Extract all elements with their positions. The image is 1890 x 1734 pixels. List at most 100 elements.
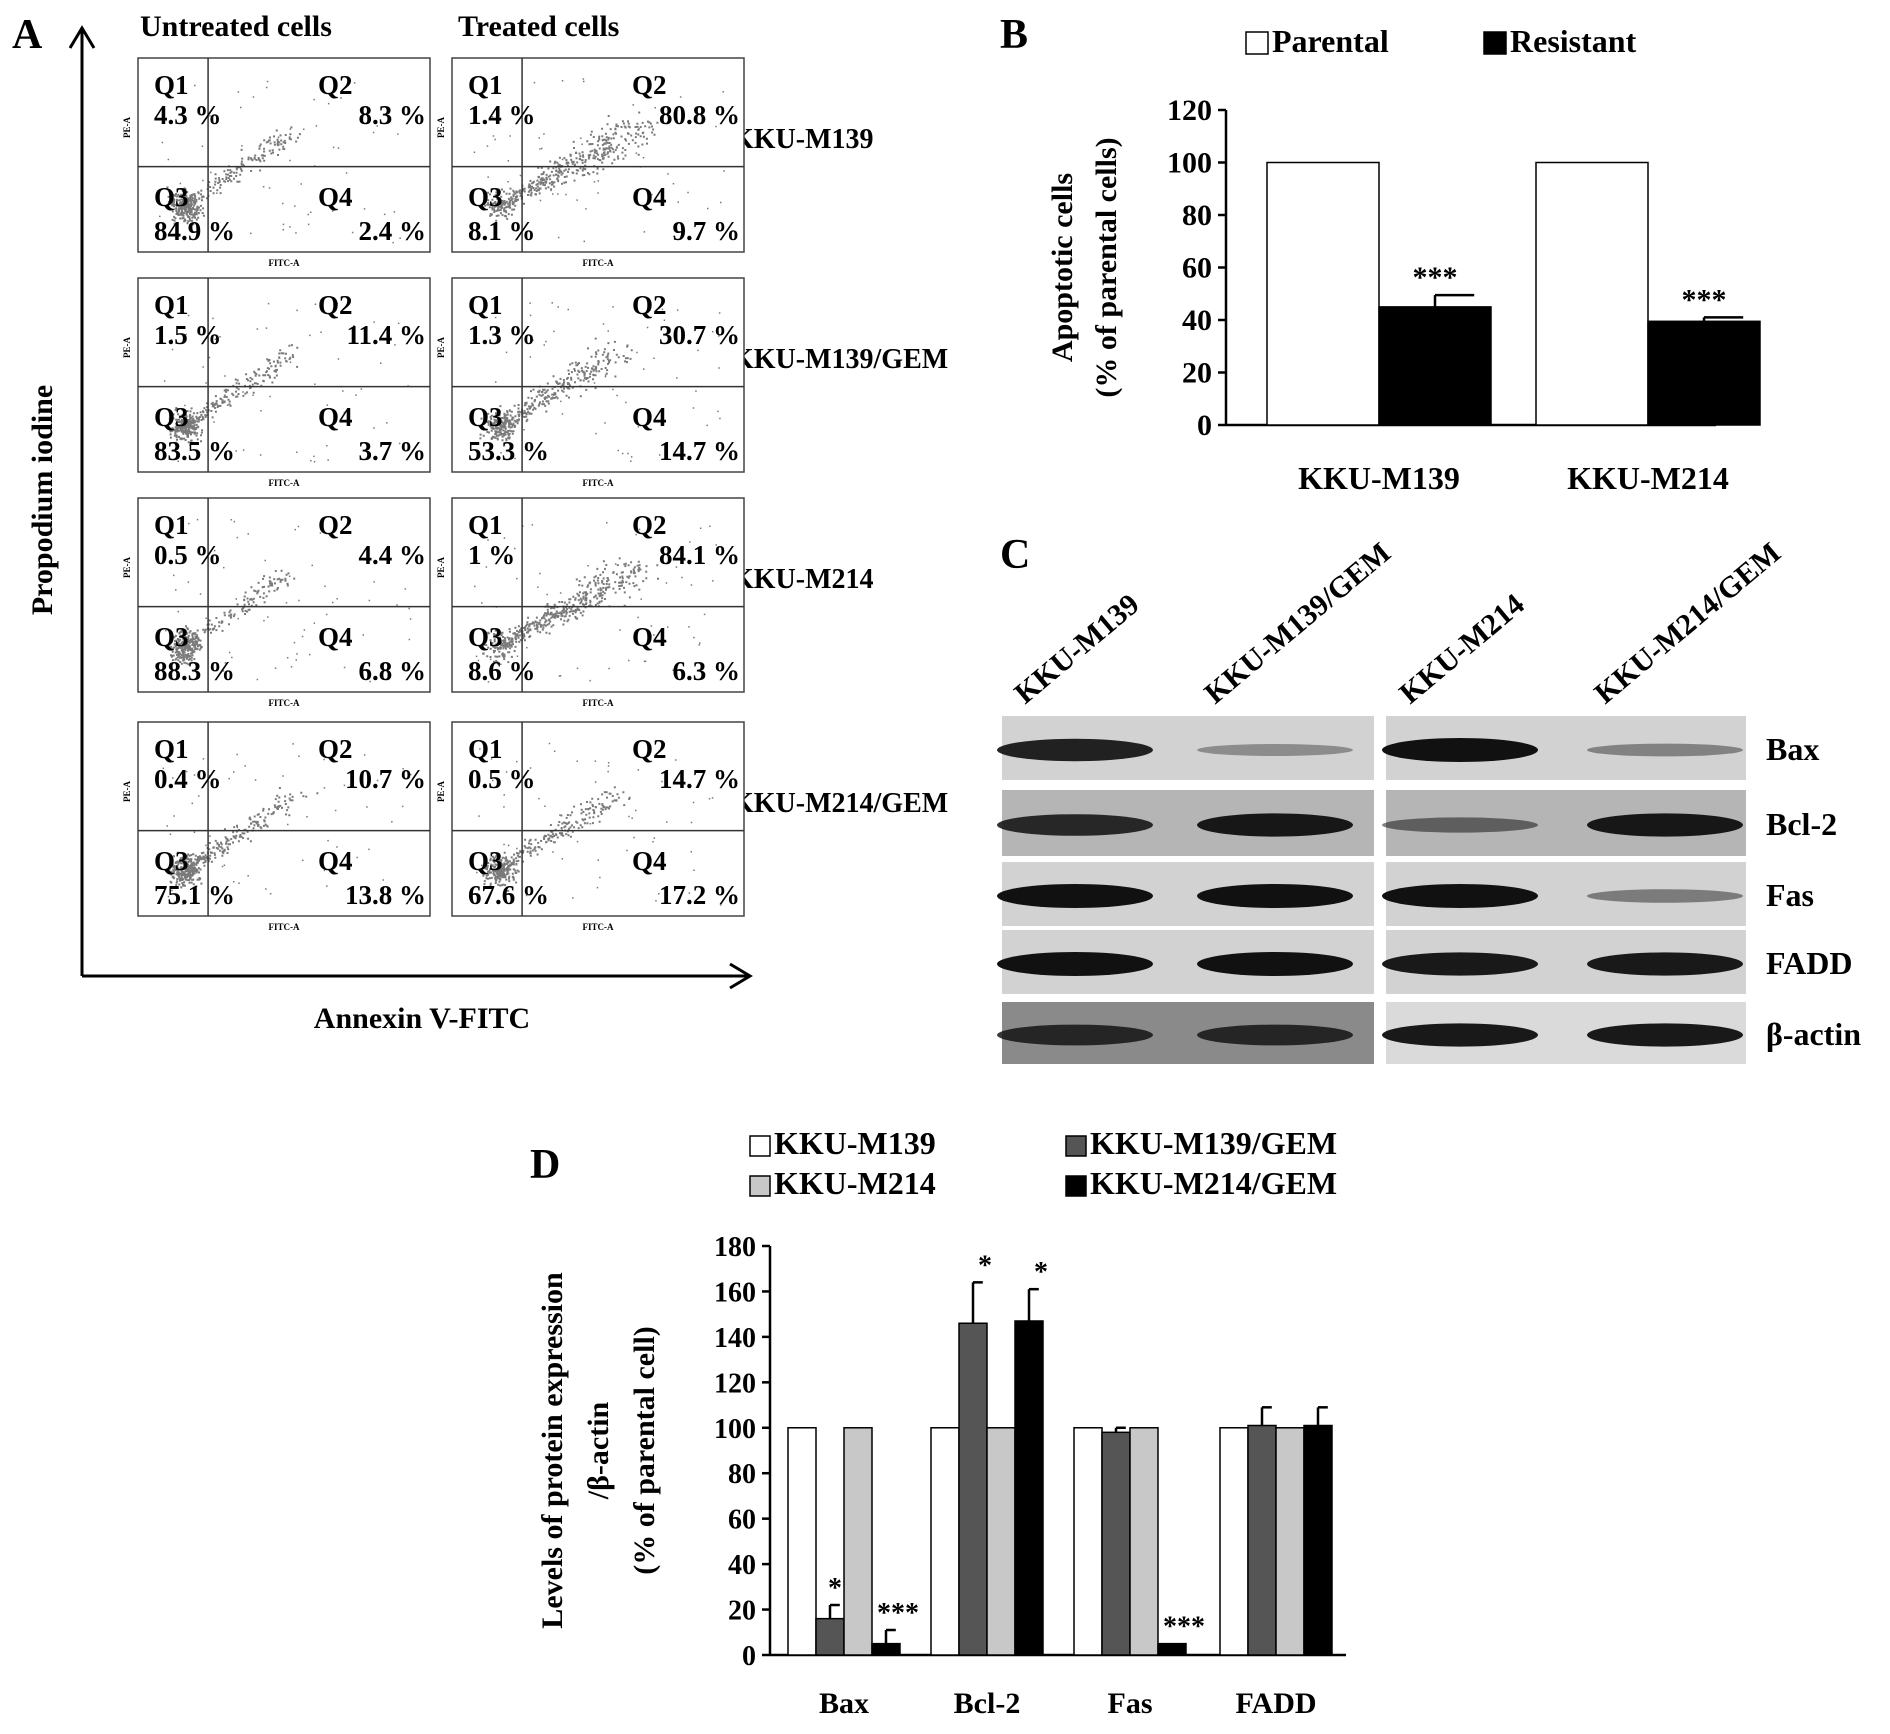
y-axis-label: Levels of protein expression: [536, 1272, 569, 1629]
bar: [815, 1617, 845, 1656]
y-tick-label: 60: [728, 1505, 756, 1536]
panel-d: D 0 20 40 60 80 100 120 140 160 180 Levels of prot…: [530, 1125, 1346, 1720]
quadrant-q3-label: Q3: [468, 622, 503, 652]
legend-label: KKU-M139: [774, 1125, 936, 1161]
protein-band: [1587, 743, 1743, 757]
flow-axis-label-y: PE-A: [122, 337, 132, 358]
quadrant-q4-value: 13.8 %: [345, 880, 426, 910]
protein-band: [1382, 738, 1538, 762]
y-tick-label: 0: [742, 1641, 756, 1672]
quadrant-q4-label: Q4: [318, 846, 353, 876]
quadrant-q4-value: 6.8 %: [359, 656, 427, 686]
y-axis-label: (% of parental cells): [1090, 137, 1123, 397]
y-tick-label: 0: [1197, 409, 1212, 442]
category-label: KKU-M214: [1567, 460, 1729, 496]
protein-label: Bax: [1766, 731, 1819, 767]
quadrant-q2-value: 10.7 %: [345, 764, 426, 794]
protein-band: [1197, 952, 1353, 976]
quadrant-q1-value: 0.5 %: [468, 764, 536, 794]
category-label: Bax: [819, 1687, 869, 1720]
flow-axis-label-y: PE-A: [436, 117, 446, 138]
bar: [1275, 1427, 1305, 1656]
legend-swatch: [1065, 1135, 1087, 1157]
protein-band: [1587, 813, 1743, 837]
quadrant-q2-label: Q2: [318, 510, 353, 540]
lane-label: KKU-M139: [1008, 588, 1145, 711]
quadrant-q1-value: 1.5 %: [154, 320, 222, 350]
protein-label: FADD: [1766, 945, 1853, 981]
quadrant-q4-value: 6.3 %: [673, 656, 741, 686]
bar: [1157, 1642, 1187, 1656]
quadrant-q3-value: 83.5 %: [154, 436, 235, 466]
quadrant-q2-value: 30.7 %: [659, 320, 740, 350]
significance-mark: *: [978, 1250, 992, 1281]
flow-axis-label-y: PE-A: [436, 557, 446, 578]
flow-axis-label-x: FITC-A: [269, 478, 300, 488]
quadrant-q1-value: 1 %: [468, 540, 515, 570]
flow-plot-frame: [451, 497, 745, 693]
legend-swatch: [1065, 1175, 1087, 1197]
quadrant-q3-label: Q3: [468, 182, 503, 212]
panel-b: B 0 20 40 60 80 100 120 Apoptotic cells (% of pa…: [1000, 12, 1761, 496]
panel-a-xlabel: Annexin V-FITC: [314, 1002, 530, 1035]
flow-plot-frame: [451, 277, 745, 473]
quadrant-q1-label: Q1: [468, 734, 503, 764]
flow-axis-label-x: FITC-A: [269, 922, 300, 932]
bar: [930, 1427, 960, 1656]
quadrant-q1-label: Q1: [468, 290, 503, 320]
quadrant-q1-label: Q1: [154, 734, 189, 764]
panel-d-letter: D: [530, 1142, 560, 1188]
flow-events: [162, 743, 412, 905]
bar: [1647, 320, 1761, 426]
flow-events: [473, 78, 725, 243]
quadrant-q3-value: 84.9 %: [154, 216, 235, 246]
quadrant-q2-value: 4.4 %: [359, 540, 427, 570]
protein-label: Fas: [1766, 877, 1814, 913]
bar: [787, 1427, 817, 1656]
bar: [1303, 1424, 1333, 1656]
quadrant-q4-label: Q4: [318, 182, 353, 212]
quadrant-q2-label: Q2: [632, 70, 667, 100]
bar: [1535, 161, 1649, 426]
protein-band: [1382, 952, 1538, 976]
lane-label: KKU-M214: [1393, 588, 1530, 711]
quadrant-q2-label: Q2: [632, 290, 667, 320]
protein-label: Bcl-2: [1766, 806, 1837, 842]
protein-band: [1197, 884, 1353, 908]
significance-mark: ***: [877, 1598, 919, 1629]
protein-band: [997, 952, 1153, 976]
chart-d: 0 20 40 60 80 100 120 140 160 180 Levels of protei…: [536, 1125, 1346, 1720]
quadrant-q3-label: Q3: [468, 846, 503, 876]
flow-plot-frame: [451, 721, 745, 917]
quadrant-q2-value: 14.7 %: [659, 764, 740, 794]
chart-b: 0 20 40 60 80 100 120 Apoptotic cells (% of pare…: [1046, 23, 1761, 496]
flow-plot-frame: [137, 277, 431, 473]
protein-band: [997, 814, 1153, 836]
legend-swatch: [1483, 31, 1507, 55]
y-tick-label: 160: [714, 1277, 756, 1308]
protein-band: [1587, 952, 1743, 976]
legend-swatch: [1245, 31, 1269, 55]
significance-mark: ***: [1682, 283, 1727, 316]
y-tick-label: 100: [1167, 147, 1212, 180]
col-header-untreated: Untreated cells: [140, 10, 332, 43]
protein-band: [1587, 889, 1743, 903]
quadrant-q1-label: Q1: [468, 70, 503, 100]
quadrant-q4-value: 2.4 %: [359, 216, 427, 246]
y-tick-label: 120: [1167, 94, 1212, 127]
quadrant-q2-label: Q2: [632, 734, 667, 764]
quadrant-q4-label: Q4: [632, 846, 667, 876]
panel-a-ylabel: Propodium iodine: [26, 385, 59, 615]
quadrant-q4-label: Q4: [318, 622, 353, 652]
quadrant-q1-label: Q1: [154, 290, 189, 320]
quadrant-q3-value: 53.3 %: [468, 436, 549, 466]
protein-band: [1587, 1023, 1743, 1047]
flow-axis-label-x: FITC-A: [583, 922, 614, 932]
protein-band: [1197, 813, 1353, 837]
quadrant-q2-value: 11.4 %: [346, 320, 426, 350]
quadrant-q4-label: Q4: [632, 402, 667, 432]
quadrant-q1-value: 1.3 %: [468, 320, 536, 350]
bar: [1073, 1427, 1103, 1656]
